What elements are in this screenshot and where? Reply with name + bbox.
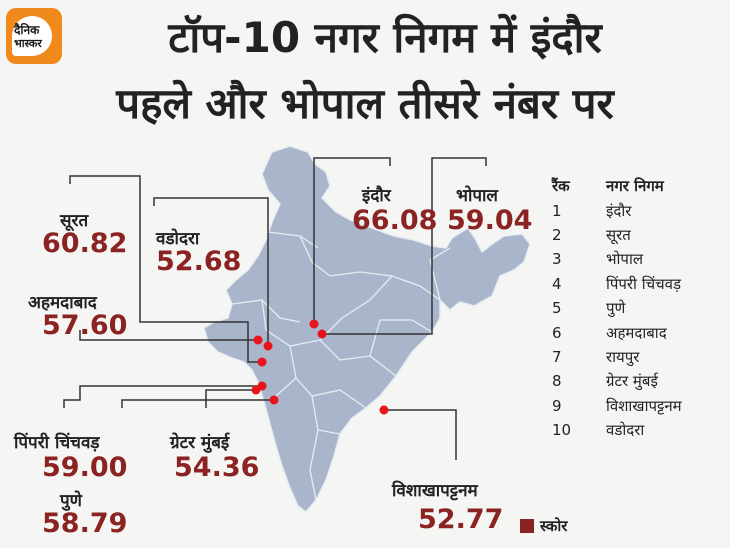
logo-line1: दैनिक bbox=[14, 23, 40, 37]
leader-ahmedabad bbox=[79, 330, 258, 341]
score-visakhapatnam: 52.77 bbox=[418, 504, 504, 535]
table-row: 6 अहमदाबाद bbox=[548, 320, 728, 344]
dainik-bhaskar-logo: दैनिक भास्कर bbox=[6, 8, 62, 64]
leader-pimpri bbox=[63, 385, 262, 408]
rank-number: 7 bbox=[552, 347, 562, 366]
rank-number: 9 bbox=[552, 396, 562, 415]
marker-indore bbox=[309, 319, 319, 329]
legend-label: स्कोर bbox=[540, 517, 568, 535]
table-row: 5 पुणे bbox=[548, 296, 728, 320]
rank-number: 3 bbox=[552, 250, 562, 269]
score-ahmedabad: 57.60 bbox=[42, 310, 128, 341]
leader-mumbai bbox=[205, 389, 256, 408]
table-row: 7 रायपुर bbox=[548, 345, 728, 369]
rank-number: 4 bbox=[552, 274, 562, 293]
leader-pune bbox=[121, 399, 274, 408]
rank-number: 10 bbox=[552, 421, 572, 440]
table-row: 9 विशाखापट्टनम bbox=[548, 394, 728, 418]
ranking-table: रैंक नगर निगम 1 इंदौर 2 सूरत 3 भोपाल 4 पिंपर… bbox=[548, 174, 728, 442]
rank-number: 6 bbox=[552, 323, 562, 342]
table-row: 8 ग्रेटर मुंबई bbox=[548, 369, 728, 393]
marker-ahmedabad bbox=[253, 335, 263, 345]
table-header: रैंक नगर निगम bbox=[548, 174, 728, 198]
leader-visakhapatnam bbox=[384, 409, 457, 460]
city-label-bhopal: भोपाल bbox=[456, 186, 498, 206]
marker-pune bbox=[269, 395, 279, 405]
logo-badge bbox=[12, 16, 52, 56]
score-vadodara: 52.68 bbox=[156, 246, 242, 277]
rank-city: वडोदरा bbox=[606, 421, 645, 440]
logo-line2: भास्कर bbox=[14, 37, 42, 50]
state-borders bbox=[231, 231, 451, 501]
legend-swatch bbox=[520, 519, 534, 533]
city-label-pune: पुणे bbox=[60, 491, 82, 511]
rank-city: इंदौर bbox=[606, 201, 632, 220]
rank-city: सूरत bbox=[606, 225, 631, 244]
leader-indore bbox=[313, 157, 391, 324]
leader-vadodara bbox=[153, 197, 269, 346]
score-surat: 60.82 bbox=[42, 228, 128, 259]
headline-line1: टॉप-10 नगर निगम में इंदौर bbox=[168, 13, 602, 62]
city-label-vadodara: वडोदरा bbox=[156, 229, 200, 249]
city-label-visakhapatnam: विशाखापट्टनम bbox=[392, 481, 478, 501]
rank-city: पुणे bbox=[606, 299, 626, 318]
table-row: 2 सूरत bbox=[548, 223, 728, 247]
city-label-ahmedabad: अहमदाबाद bbox=[28, 293, 97, 313]
rank-number: 5 bbox=[552, 299, 562, 318]
india-outline bbox=[203, 145, 531, 514]
header-city: नगर निगम bbox=[606, 177, 664, 196]
score-pimpri-chinchwad: 59.00 bbox=[42, 452, 128, 483]
rank-number: 8 bbox=[552, 372, 562, 391]
score-bhopal: 59.04 bbox=[447, 205, 533, 236]
marker-surat bbox=[257, 357, 267, 367]
marker-visakhapatnam bbox=[379, 405, 389, 415]
table-row: 3 भोपाल bbox=[548, 247, 728, 271]
leader-surat bbox=[69, 175, 262, 363]
rank-city: विशाखापट्टनम bbox=[606, 396, 682, 415]
score-pune: 58.79 bbox=[42, 508, 128, 539]
city-label-greater-mumbai: ग्रेटर मुंबई bbox=[170, 433, 230, 453]
marker-vadodara bbox=[263, 341, 273, 351]
headline-line2: पहले और भोपाल तीसरे नंबर पर bbox=[116, 79, 614, 128]
rank-number: 2 bbox=[552, 225, 562, 244]
legend: स्कोर bbox=[520, 516, 567, 536]
header-rank: रैंक bbox=[552, 177, 570, 196]
score-indore: 66.08 bbox=[352, 205, 438, 236]
table-row: 1 इंदौर bbox=[548, 198, 728, 222]
india-mainland bbox=[203, 145, 531, 514]
rank-city: भोपाल bbox=[606, 250, 644, 269]
table-row: 10 वडोदरा bbox=[548, 418, 728, 442]
rank-city: रायपुर bbox=[606, 347, 640, 366]
rank-city: ग्रेटर मुंबई bbox=[606, 372, 658, 391]
marker-pimpri bbox=[257, 381, 267, 391]
leader-bhopal bbox=[322, 157, 487, 335]
marker-bhopal bbox=[317, 329, 327, 339]
table-row: 4 पिंपरी चिंचवड़ bbox=[548, 272, 728, 296]
rank-city: पिंपरी चिंचवड़ bbox=[606, 274, 682, 293]
rank-number: 1 bbox=[552, 201, 562, 220]
rank-city: अहमदाबाद bbox=[606, 323, 667, 342]
score-greater-mumbai: 54.36 bbox=[174, 452, 260, 483]
city-label-indore: इंदौर bbox=[362, 186, 391, 206]
city-label-pimpri-chinchwad: पिंपरी चिंचवड़ bbox=[14, 433, 100, 453]
city-label-surat: सूरत bbox=[60, 211, 89, 231]
